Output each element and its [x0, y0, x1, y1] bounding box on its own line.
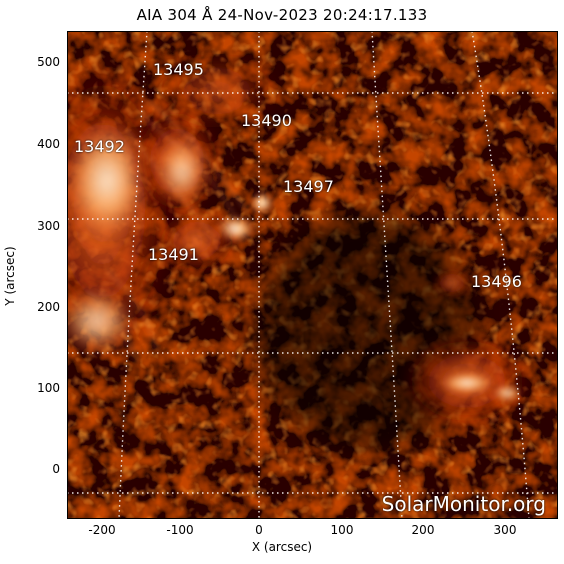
region-label-13497: 13497 [283, 177, 334, 196]
region-label-13490: 13490 [241, 111, 292, 130]
y-axis-label: Y (arcsec) [3, 246, 17, 306]
x-tick-label: 300 [493, 523, 517, 537]
x-tick-label: -100 [166, 523, 194, 537]
region-label-13496: 13496 [471, 272, 522, 291]
x-tick-label: 100 [330, 523, 354, 537]
active-region-13496-plage [402, 269, 532, 426]
flare-kernels [157, 192, 274, 271]
y-tick-label: 300 [37, 219, 60, 233]
watermark: SolarMonitor.org [381, 492, 546, 516]
region-label-13491: 13491 [148, 245, 199, 264]
x-tick-label: 200 [411, 523, 435, 537]
x-tick-label: 0 [255, 523, 263, 537]
heliographic-grid [67, 31, 558, 519]
solar-image [67, 31, 558, 519]
coronal-loops [86, 100, 248, 362]
x-tick-label: -200 [88, 523, 116, 537]
solar-image-svg [67, 31, 558, 519]
active-region-left-plage [67, 61, 277, 361]
x-axis-label: X (arcsec) [251, 540, 313, 554]
y-tick-label: 0 [52, 462, 60, 476]
image-title: AIA 304 Å 24-Nov-2023 20:24:17.133 [136, 6, 428, 24]
region-label-13492: 13492 [74, 137, 125, 156]
y-tick-label: 500 [37, 55, 60, 69]
y-tick-label: 400 [37, 137, 60, 151]
y-tick-label: 200 [37, 300, 60, 314]
region-label-13495: 13495 [153, 60, 204, 79]
y-tick-label: 100 [37, 381, 60, 395]
